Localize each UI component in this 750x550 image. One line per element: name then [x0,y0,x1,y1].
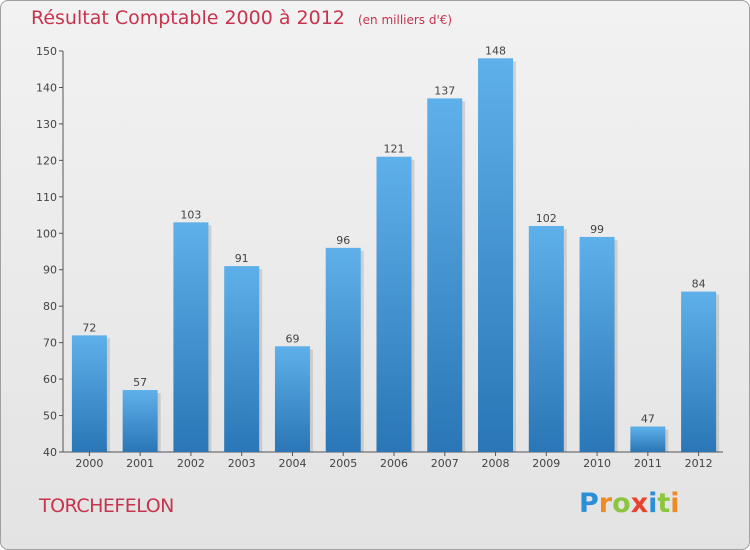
x-tick-label: 2012 [685,457,713,470]
x-tick-label: 2010 [583,457,611,470]
data-label: 137 [434,84,455,97]
chart-title: Résultat Comptable 2000 à 2012 [31,7,345,29]
data-labels: 72 57 103 91 69 96 121 137 148 102 99 47 84 [82,44,705,425]
data-label: 57 [133,376,147,389]
x-tick-label: 2005 [329,457,357,470]
y-tick-label: 130 [36,118,57,131]
bar-2003 [224,266,260,452]
y-tick-label: 70 [43,337,57,350]
data-label: 91 [235,252,249,265]
bar-2008 [478,58,514,453]
logo-letter: r [598,488,613,519]
y-tick-label: 140 [36,81,57,94]
logo-letter: o [612,488,631,519]
logo-letter: x [630,488,649,519]
x-tick-label: 2004 [278,457,306,470]
bar-2005 [325,247,361,452]
logo-letter: i [670,488,680,519]
bars [71,58,720,453]
x-tick-label: 2002 [177,457,205,470]
data-label: 102 [536,212,557,225]
x-tick-label: 2003 [228,457,256,470]
logo-letter: P [579,488,599,519]
data-label: 121 [384,143,405,156]
x-tick-label: 2011 [634,457,662,470]
bar-2006 [376,156,412,452]
bar-2011 [630,426,666,452]
bar-2009 [528,225,564,452]
data-label: 84 [692,278,706,291]
y-tick-label: 60 [43,373,57,386]
x-tick-label: 2001 [126,457,154,470]
bar-2012 [681,291,717,452]
data-label: 148 [485,44,506,57]
bar-2004 [274,346,310,452]
data-label: 96 [336,234,350,247]
x-tick-label: 2008 [482,457,510,470]
y-tick-label: 120 [36,154,57,167]
bar-2002 [173,222,209,452]
bar-2007 [427,98,463,453]
x-tick-label: 2000 [75,457,103,470]
data-label: 47 [641,412,655,425]
title-row: Résultat Comptable 2000 à 2012 (en milli… [31,7,452,29]
bar-2010 [579,236,615,452]
y-tick-label: 150 [36,45,57,58]
proxiti-logo[interactable]: Proxiti [579,488,680,519]
data-label: 69 [285,332,299,345]
data-label: 99 [590,223,604,236]
y-tick-label: 90 [43,264,57,277]
bar-2001 [122,390,158,452]
logo-letter: t [657,488,671,519]
y-tick-label: 110 [36,191,57,204]
x-tick-label: 2006 [380,457,408,470]
x-tick-label: 2009 [532,457,560,470]
y-tick-label: 80 [43,300,57,313]
chart-unit-note: (en milliers d'€) [357,13,453,27]
bar-2000 [71,335,107,452]
logo-letter: i [648,488,658,519]
y-tick-label: 40 [43,446,57,459]
x-tick-label: 2007 [431,457,459,470]
y-tick-label: 100 [36,227,57,240]
commune-name: TORCHEFELON [39,495,174,517]
data-label: 72 [82,321,96,334]
y-tick-label: 50 [43,410,57,423]
data-label: 103 [180,208,201,221]
